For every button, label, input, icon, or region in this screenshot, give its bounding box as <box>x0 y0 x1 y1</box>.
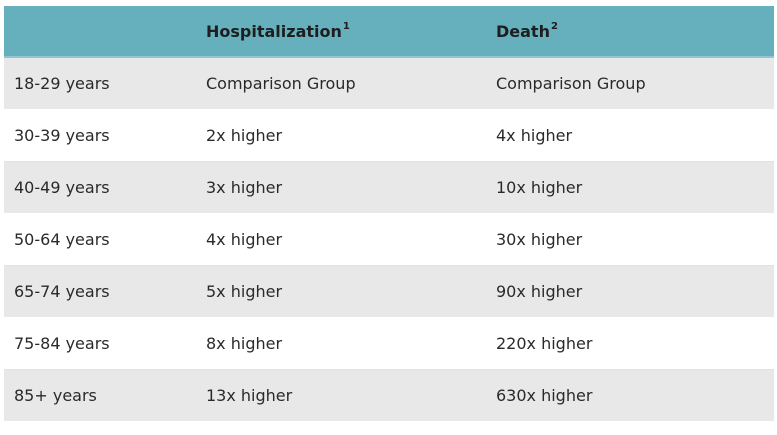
table-body: 18-29 years Comparison Group Comparison … <box>4 57 774 422</box>
table-header: Hospitalization1 Death2 <box>4 6 774 58</box>
footnote-marker-1: 1 <box>342 21 350 33</box>
hospitalization-cell: 4x higher <box>196 213 486 266</box>
table-row: 40-49 years 3x higher 10x higher <box>4 161 774 214</box>
death-cell: 30x higher <box>486 213 774 266</box>
table-row: 18-29 years Comparison Group Comparison … <box>4 57 774 110</box>
risk-table: Hospitalization1 Death2 18-29 years Comp… <box>4 6 774 422</box>
death-cell: 10x higher <box>486 161 774 214</box>
age-group-cell: 85+ years <box>4 369 196 422</box>
hospitalization-cell: 3x higher <box>196 161 486 214</box>
death-cell: 630x higher <box>486 369 774 422</box>
hospitalization-cell: Comparison Group <box>196 57 486 110</box>
age-group-cell: 40-49 years <box>4 161 196 214</box>
death-cell: 90x higher <box>486 265 774 318</box>
hospitalization-cell: 5x higher <box>196 265 486 318</box>
hospitalization-cell: 8x higher <box>196 317 486 370</box>
hospitalization-cell: 13x higher <box>196 369 486 422</box>
death-cell: Comparison Group <box>486 57 774 110</box>
header-death: Death2 <box>486 6 774 58</box>
table-row: 50-64 years 4x higher 30x higher <box>4 213 774 266</box>
death-cell: 220x higher <box>486 317 774 370</box>
table-row: 75-84 years 8x higher 220x higher <box>4 317 774 370</box>
table-row: 30-39 years 2x higher 4x higher <box>4 109 774 162</box>
header-row: Hospitalization1 Death2 <box>4 6 774 58</box>
age-group-cell: 50-64 years <box>4 213 196 266</box>
table-row: 85+ years 13x higher 630x higher <box>4 369 774 422</box>
age-group-cell: 30-39 years <box>4 109 196 162</box>
header-hospitalization: Hospitalization1 <box>196 6 486 58</box>
table-row: 65-74 years 5x higher 90x higher <box>4 265 774 318</box>
age-group-cell: 18-29 years <box>4 57 196 110</box>
age-group-cell: 65-74 years <box>4 265 196 318</box>
header-age-group <box>4 6 196 58</box>
hospitalization-cell: 2x higher <box>196 109 486 162</box>
risk-table-container: Hospitalization1 Death2 18-29 years Comp… <box>4 6 774 422</box>
footnote-marker-2: 2 <box>550 21 558 33</box>
age-group-cell: 75-84 years <box>4 317 196 370</box>
death-cell: 4x higher <box>486 109 774 162</box>
